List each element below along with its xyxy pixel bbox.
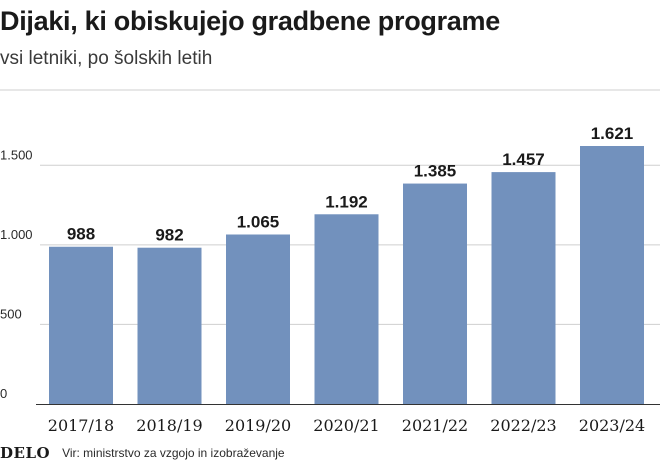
bar-value-label: 1.385 [414, 162, 457, 181]
footer: DELO Vir: ministrstvo za vzgojo in izobr… [0, 444, 660, 462]
bar-chart: 0 500 1.000 1.500 988 2017/18 982 2018/19 1.065 2… [0, 89, 660, 435]
bar-value-label: 988 [67, 225, 95, 244]
bar [403, 183, 467, 404]
bar-value-label: 982 [155, 226, 183, 245]
x-tick-label: 2020/21 [313, 416, 379, 435]
x-tick-label: 2019/20 [225, 416, 291, 435]
bar [226, 234, 290, 404]
y-tick-label: 0 [0, 386, 7, 401]
x-tick-label: 2018/19 [136, 416, 202, 435]
bar [49, 246, 113, 404]
bar [314, 214, 379, 404]
x-tick-label: 2017/18 [48, 416, 114, 435]
chart-subtitle: vsi letniki, po šolskih letih [0, 48, 213, 69]
bar [137, 247, 202, 404]
source-note: Vir: ministrstvo za vzgojo in izobraževa… [62, 446, 285, 460]
x-tick-label: 2023/24 [579, 416, 645, 435]
bar [580, 146, 644, 404]
y-tick-label: 500 [0, 306, 22, 321]
bar-value-label: 1.065 [237, 212, 280, 231]
delo-logo: DELO [0, 444, 51, 462]
x-tick-label: 2022/23 [490, 416, 556, 435]
bar-value-label: 1.621 [591, 124, 634, 143]
y-tick-label: 1.000 [0, 227, 33, 242]
x-tick-label: 2021/22 [402, 416, 468, 435]
bar-value-label: 1.457 [502, 150, 545, 169]
y-tick-label: 1.500 [0, 147, 33, 162]
chart-title: Dijaki, ki obiskujejo gradbene programe [0, 6, 500, 36]
bar [491, 172, 556, 404]
bar-value-label: 1.192 [325, 192, 368, 211]
